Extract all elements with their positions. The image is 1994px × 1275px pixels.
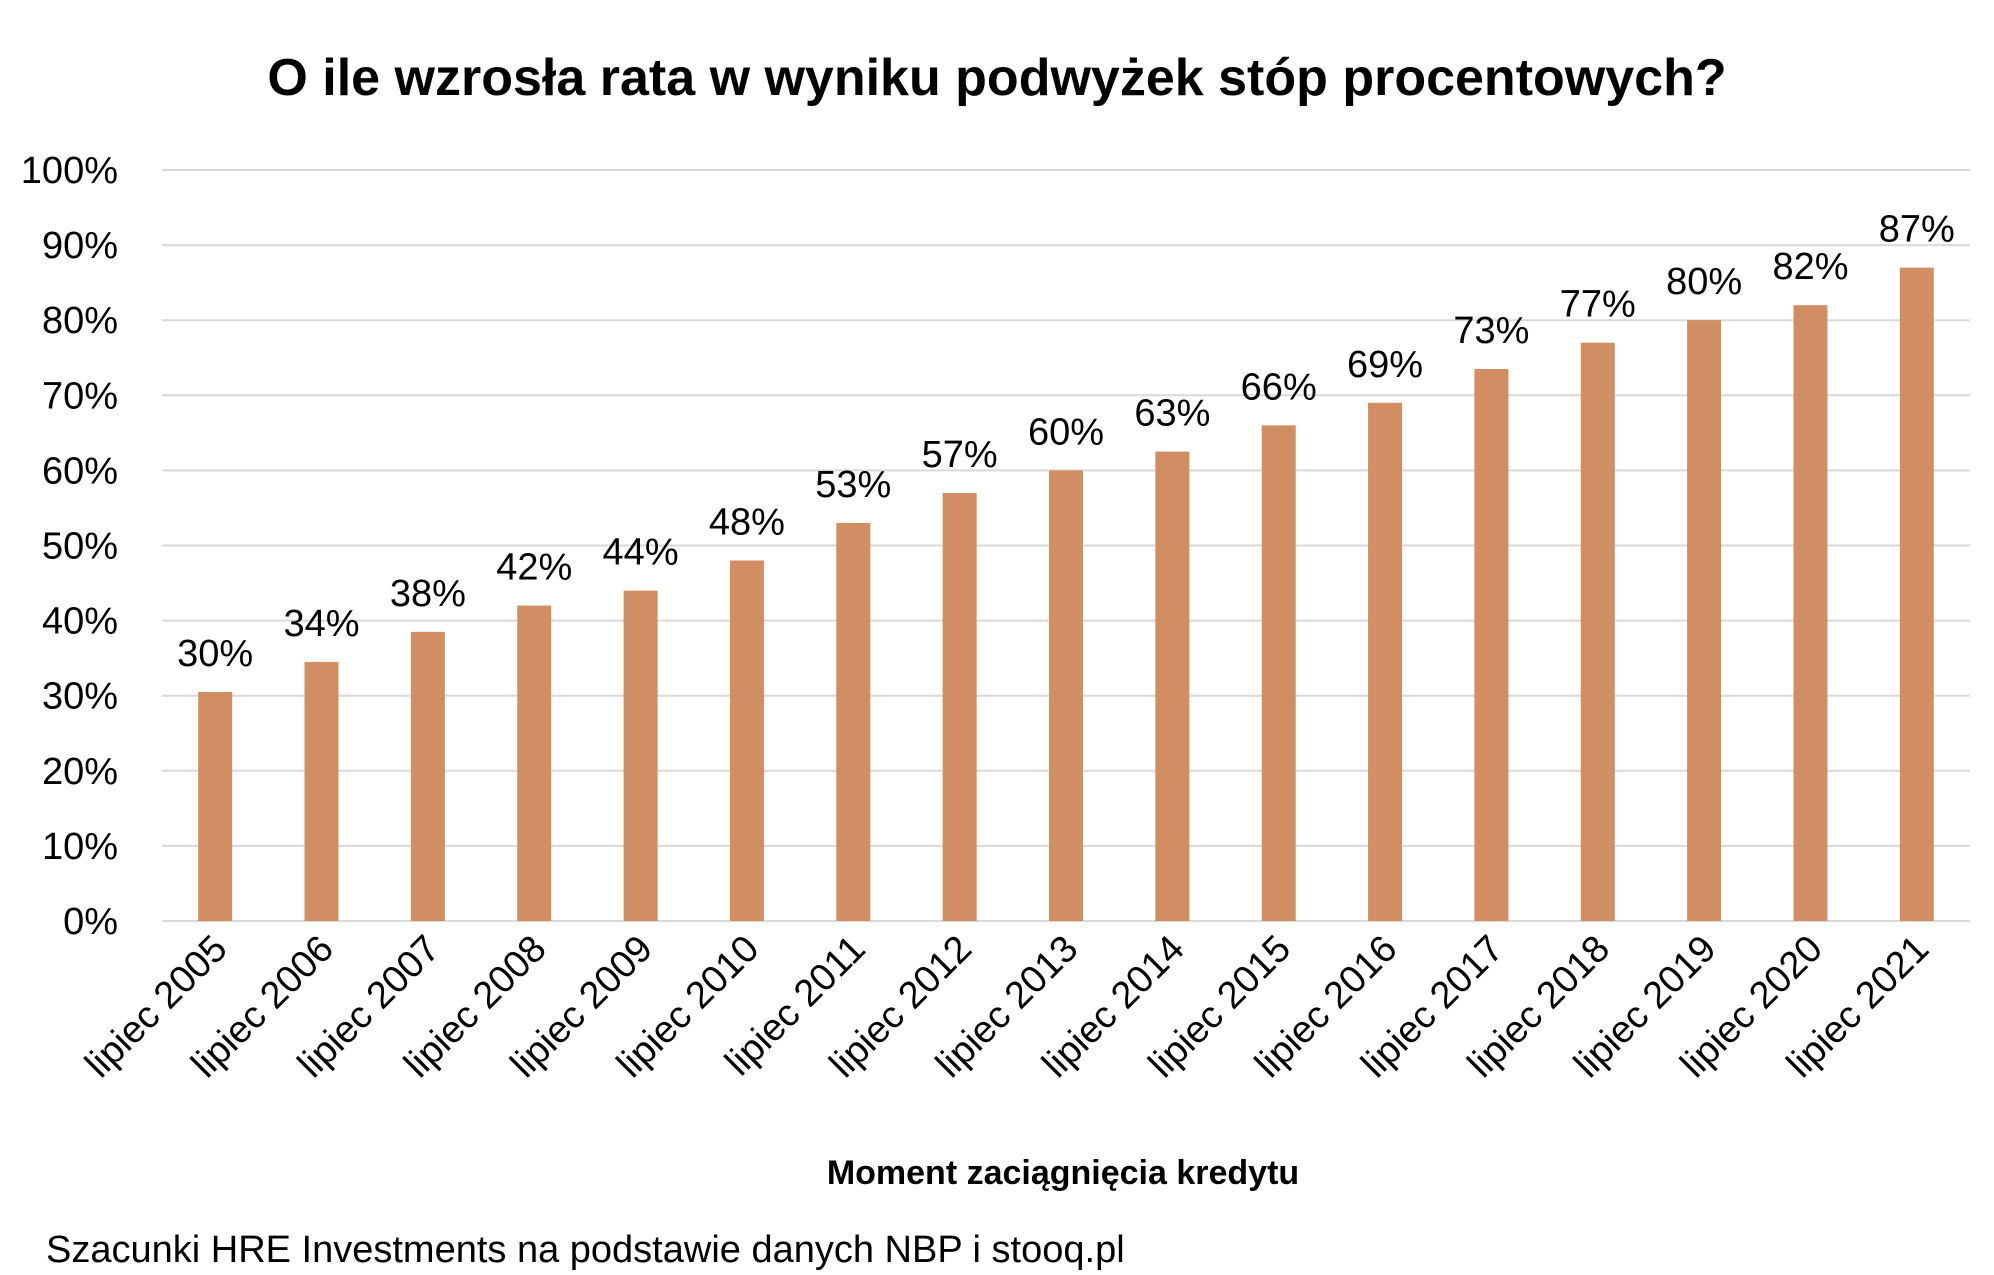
data-labels: 30% 34% 38% 42% 44% 48% 53% 57% 60% 63% 66% 69% 73% 7… (177, 209, 1955, 675)
data-label: 80% (1666, 261, 1742, 303)
y-tick-label: 30% (42, 676, 118, 718)
data-label: 53% (815, 464, 891, 506)
bar (198, 691, 233, 921)
y-tick-label: 60% (42, 450, 118, 492)
bars (198, 267, 1934, 922)
bar (942, 492, 977, 921)
bar (304, 661, 339, 921)
y-axis-ticks: 0% 10% 20% 30% 40% 50% 60% 70% 80% 90% 100% (21, 150, 118, 943)
bar (729, 560, 764, 921)
y-tick-label: 100% (21, 150, 118, 192)
data-label: 73% (1453, 310, 1529, 352)
y-tick-label: 80% (42, 300, 118, 342)
data-label: 77% (1560, 284, 1636, 326)
data-label: 60% (1028, 411, 1104, 453)
source-note: Szacunki HRE Investments na podstawie da… (46, 1229, 1125, 1271)
y-tick-label: 10% (42, 826, 118, 868)
data-label: 44% (603, 532, 679, 574)
y-tick-label: 20% (42, 751, 118, 793)
data-label: 48% (709, 502, 785, 544)
data-label: 57% (922, 434, 998, 476)
y-tick-label: 90% (42, 225, 118, 267)
bar (1368, 402, 1403, 921)
bar (1793, 305, 1828, 921)
bar (1474, 369, 1509, 921)
bar (836, 522, 871, 921)
bar (1899, 267, 1934, 921)
data-label: 63% (1134, 393, 1210, 435)
y-tick-label: 40% (42, 601, 118, 643)
x-axis-label: Moment zaciągnięcia kredytu (827, 1154, 1299, 1192)
y-tick-label: 0% (63, 901, 118, 943)
bar (1261, 425, 1296, 921)
data-label: 42% (496, 547, 572, 589)
bar (517, 605, 552, 921)
data-label: 82% (1772, 246, 1848, 288)
chart-title: O ile wzrosła rata w wyniku podwyżek stó… (267, 49, 1726, 107)
data-label: 69% (1347, 344, 1423, 386)
bar (1580, 342, 1615, 922)
bar (1049, 470, 1083, 921)
y-tick-label: 50% (42, 526, 118, 568)
data-label: 30% (177, 633, 253, 675)
y-tick-label: 70% (42, 375, 118, 417)
bar (410, 631, 445, 921)
data-label: 66% (1241, 366, 1317, 408)
bar (623, 590, 658, 921)
data-label: 34% (283, 603, 359, 645)
data-label: 38% (390, 573, 466, 615)
bar (1155, 451, 1190, 921)
bar (1687, 320, 1722, 921)
data-label: 87% (1879, 209, 1955, 251)
